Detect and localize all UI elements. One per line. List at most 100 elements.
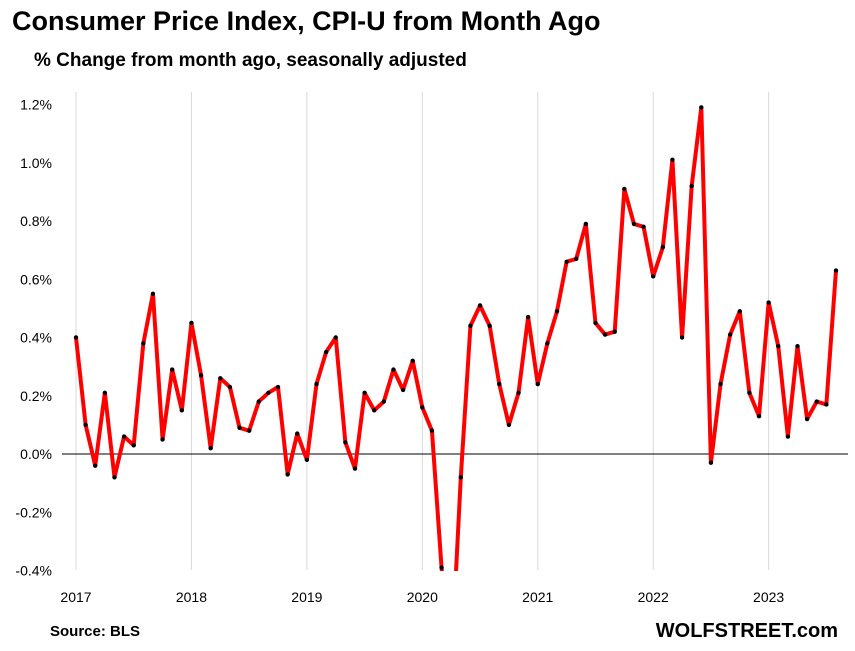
data-point [747, 390, 752, 396]
data-point [776, 344, 781, 349]
data-point [468, 323, 473, 329]
data-point [506, 422, 512, 428]
data-point [458, 475, 463, 480]
data-point [112, 475, 117, 480]
data-point [497, 381, 502, 387]
data-point [564, 259, 569, 264]
data-point [718, 381, 723, 387]
data-point [160, 437, 165, 442]
data-point [391, 367, 396, 372]
y-tick-label: 0.0% [20, 446, 52, 462]
x-tick-label: 2023 [753, 589, 784, 605]
data-point [631, 221, 637, 227]
data-point [381, 399, 387, 404]
data-point [641, 224, 646, 230]
data-point [121, 434, 127, 439]
data-point [150, 291, 156, 297]
data-point [727, 332, 733, 337]
data-point [439, 565, 444, 570]
data-point [833, 268, 839, 273]
data-point [525, 314, 531, 320]
source-note: Source: BLS [50, 623, 141, 640]
data-point [583, 221, 589, 227]
data-point [333, 335, 338, 340]
data-point [785, 434, 791, 439]
y-tick-label: 0.4% [20, 330, 52, 346]
data-point [804, 416, 810, 422]
data-point [699, 105, 704, 110]
data-point [477, 303, 483, 308]
data-point [256, 399, 261, 404]
x-tick-label: 2019 [291, 589, 322, 605]
chart-subtitle: % Change from month ago, seasonally adju… [34, 50, 467, 71]
data-point [323, 349, 329, 355]
data-point [554, 309, 560, 314]
x-tick-label: 2018 [176, 589, 207, 605]
data-point [795, 344, 800, 349]
chart-title: Consumer Price Index, CPI-U from Month A… [12, 6, 601, 36]
data-point [83, 422, 88, 428]
data-point [218, 376, 223, 381]
data-point [102, 390, 108, 396]
data-point [285, 472, 290, 477]
data-point [314, 381, 319, 387]
data-point [198, 373, 204, 378]
data-point [275, 384, 281, 390]
data-point [670, 157, 675, 163]
data-point [756, 413, 762, 419]
data-point [372, 408, 377, 413]
data-point [516, 390, 521, 396]
data-point [400, 387, 406, 393]
data-point [766, 300, 771, 305]
x-tick-label: 2017 [60, 589, 91, 605]
x-tick-label: 2021 [522, 589, 553, 605]
data-point [93, 463, 98, 468]
y-tick-label: 0.2% [20, 388, 52, 404]
data-point [737, 309, 742, 314]
data-point [266, 390, 271, 396]
data-point [352, 466, 358, 471]
data-point [574, 256, 579, 262]
data-point [535, 381, 540, 387]
data-point [487, 323, 492, 329]
data-point [208, 445, 213, 451]
data-point [141, 341, 146, 346]
data-point [343, 440, 348, 445]
data-point [622, 186, 627, 192]
y-tick-label: 1.2% [20, 97, 52, 113]
data-point [131, 443, 136, 448]
series-line [74, 105, 838, 571]
x-tick-label: 2022 [638, 589, 669, 605]
data-point [824, 402, 829, 407]
data-point [237, 425, 242, 430]
y-tick-label: -0.4% [15, 563, 52, 579]
data-point [545, 341, 550, 346]
data-point [170, 367, 175, 372]
data-point [814, 399, 819, 404]
y-tick-label: -0.2% [15, 504, 52, 520]
data-point [227, 384, 233, 390]
data-point [708, 460, 714, 465]
x-tick-label: 2020 [407, 589, 438, 605]
brand-logo-text: WOLFSTREET.com [655, 620, 838, 642]
data-point [246, 428, 252, 433]
data-point [429, 428, 435, 433]
data-point [410, 358, 415, 363]
y-tick-label: 1.0% [20, 155, 52, 171]
data-point [593, 320, 598, 326]
data-point [179, 408, 185, 413]
data-point [189, 320, 194, 326]
data-point [660, 245, 666, 250]
data-point [651, 274, 656, 279]
data-point [295, 431, 300, 436]
y-tick-label: 0.6% [20, 271, 52, 287]
data-point [679, 335, 685, 340]
data-point [602, 332, 608, 337]
y-tick-label: 0.8% [20, 213, 52, 229]
data-point [304, 457, 310, 463]
data-point [612, 329, 617, 334]
data-point [73, 335, 79, 340]
data-point [362, 390, 367, 396]
data-point [689, 183, 694, 189]
